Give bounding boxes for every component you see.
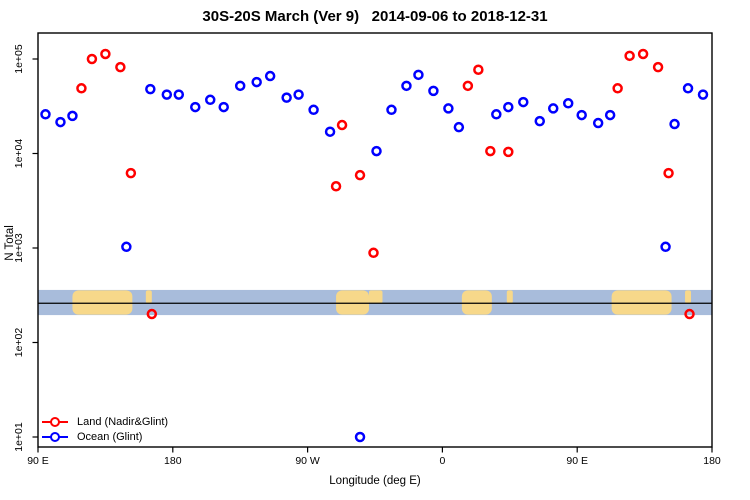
ocean-point bbox=[55, 116, 66, 128]
ocean-point bbox=[218, 101, 229, 113]
land-segment-south-america bbox=[336, 290, 370, 315]
land-point bbox=[100, 48, 111, 60]
ocean-point bbox=[660, 241, 671, 253]
plot-border bbox=[37, 32, 713, 448]
ocean-point bbox=[592, 117, 604, 129]
land-segment-madagascar bbox=[506, 290, 513, 304]
land-segment-australia-repeat bbox=[611, 290, 672, 315]
ocean-point bbox=[547, 103, 559, 114]
ocean-point bbox=[604, 109, 616, 121]
land-legend-circle-icon bbox=[50, 416, 60, 427]
land-point bbox=[612, 83, 623, 94]
land-point bbox=[684, 308, 695, 320]
ocean-legend-circle-icon bbox=[50, 431, 60, 442]
ocean-point bbox=[204, 94, 216, 106]
ocean-point bbox=[576, 109, 587, 121]
ocean-point bbox=[401, 80, 412, 92]
ocean-point bbox=[40, 109, 51, 120]
legend: Land (Nadir&Glint) Ocean (Glint) bbox=[42, 414, 168, 444]
ocean-point bbox=[251, 76, 262, 88]
ocean-point bbox=[386, 104, 397, 116]
land-point bbox=[354, 169, 366, 181]
legend-item-land: Land (Nadir&Glint) bbox=[42, 414, 168, 429]
x-tick-label: 180 bbox=[164, 455, 182, 467]
y-tick-label: 1e+04 bbox=[13, 139, 25, 169]
land-segment-south-america-east bbox=[369, 290, 383, 304]
y-tick-label: 1e+03 bbox=[13, 233, 25, 263]
ocean-series-marker bbox=[42, 431, 68, 442]
legend-label-ocean: Ocean (Glint) bbox=[77, 430, 143, 443]
ocean-point bbox=[354, 431, 366, 443]
land-point bbox=[76, 83, 87, 94]
ocean-point bbox=[145, 83, 156, 95]
land-segment-new-caledonia bbox=[145, 290, 152, 304]
ocean-point bbox=[281, 92, 292, 103]
land-point bbox=[637, 48, 649, 60]
land-point bbox=[485, 145, 496, 157]
ocean-point bbox=[697, 89, 709, 100]
x-tick-label: 90 W bbox=[295, 455, 320, 467]
ocean-point bbox=[264, 70, 276, 82]
y-tick-label: 1e+01 bbox=[13, 422, 25, 452]
ocean-point bbox=[518, 96, 529, 108]
land-point bbox=[652, 61, 664, 73]
land-point bbox=[368, 247, 379, 259]
ocean-point bbox=[413, 69, 424, 81]
land-point bbox=[624, 50, 635, 62]
land-point bbox=[125, 167, 137, 179]
ocean-point bbox=[371, 145, 382, 157]
x-tick-label: 90 E bbox=[566, 455, 588, 467]
x-tick-label: 180 bbox=[703, 455, 721, 467]
land-point bbox=[663, 167, 674, 179]
land-segment-australia bbox=[72, 290, 133, 315]
ocean-point bbox=[324, 126, 336, 137]
ocean-point bbox=[669, 118, 680, 130]
ocean-point bbox=[173, 89, 185, 100]
land-segment-africa bbox=[461, 290, 492, 315]
ocean-point bbox=[453, 121, 465, 133]
ocean-point bbox=[534, 115, 546, 127]
land-segment-new-caledonia-repeat bbox=[685, 290, 692, 304]
ocean-point bbox=[234, 80, 246, 92]
x-tick-label: 0 bbox=[439, 455, 445, 467]
land-point bbox=[330, 181, 342, 192]
ocean-point bbox=[503, 101, 514, 113]
ocean-point bbox=[443, 103, 454, 114]
land-point bbox=[86, 53, 98, 65]
ocean-point bbox=[562, 98, 574, 109]
land-point bbox=[115, 61, 126, 73]
ocean-point bbox=[308, 104, 319, 116]
ocean-point bbox=[67, 110, 78, 122]
land-series-marker bbox=[42, 416, 68, 427]
ocean-point bbox=[190, 101, 201, 113]
y-tick-label: 1e+05 bbox=[13, 44, 25, 74]
ocean-point bbox=[491, 109, 502, 120]
land-point bbox=[473, 64, 484, 75]
ocean-point bbox=[682, 83, 694, 94]
land-point bbox=[336, 119, 348, 131]
ocean-point bbox=[293, 89, 304, 100]
x-axis-title: Longitude (deg E) bbox=[329, 475, 421, 487]
ocean-point bbox=[161, 89, 173, 100]
legend-item-ocean: Ocean (Glint) bbox=[42, 429, 168, 444]
y-tick-label: 1e+02 bbox=[13, 328, 25, 358]
land-point bbox=[146, 308, 158, 320]
ocean-point bbox=[121, 241, 132, 253]
x-tick-label: 90 E bbox=[27, 455, 49, 467]
legend-label-land: Land (Nadir&Glint) bbox=[77, 415, 169, 428]
chart-title: 30S-20S March (Ver 9) 2014-09-06 to 2018… bbox=[202, 8, 548, 25]
ocean-point bbox=[428, 85, 439, 97]
land-point bbox=[462, 80, 474, 92]
land-point bbox=[503, 146, 514, 158]
